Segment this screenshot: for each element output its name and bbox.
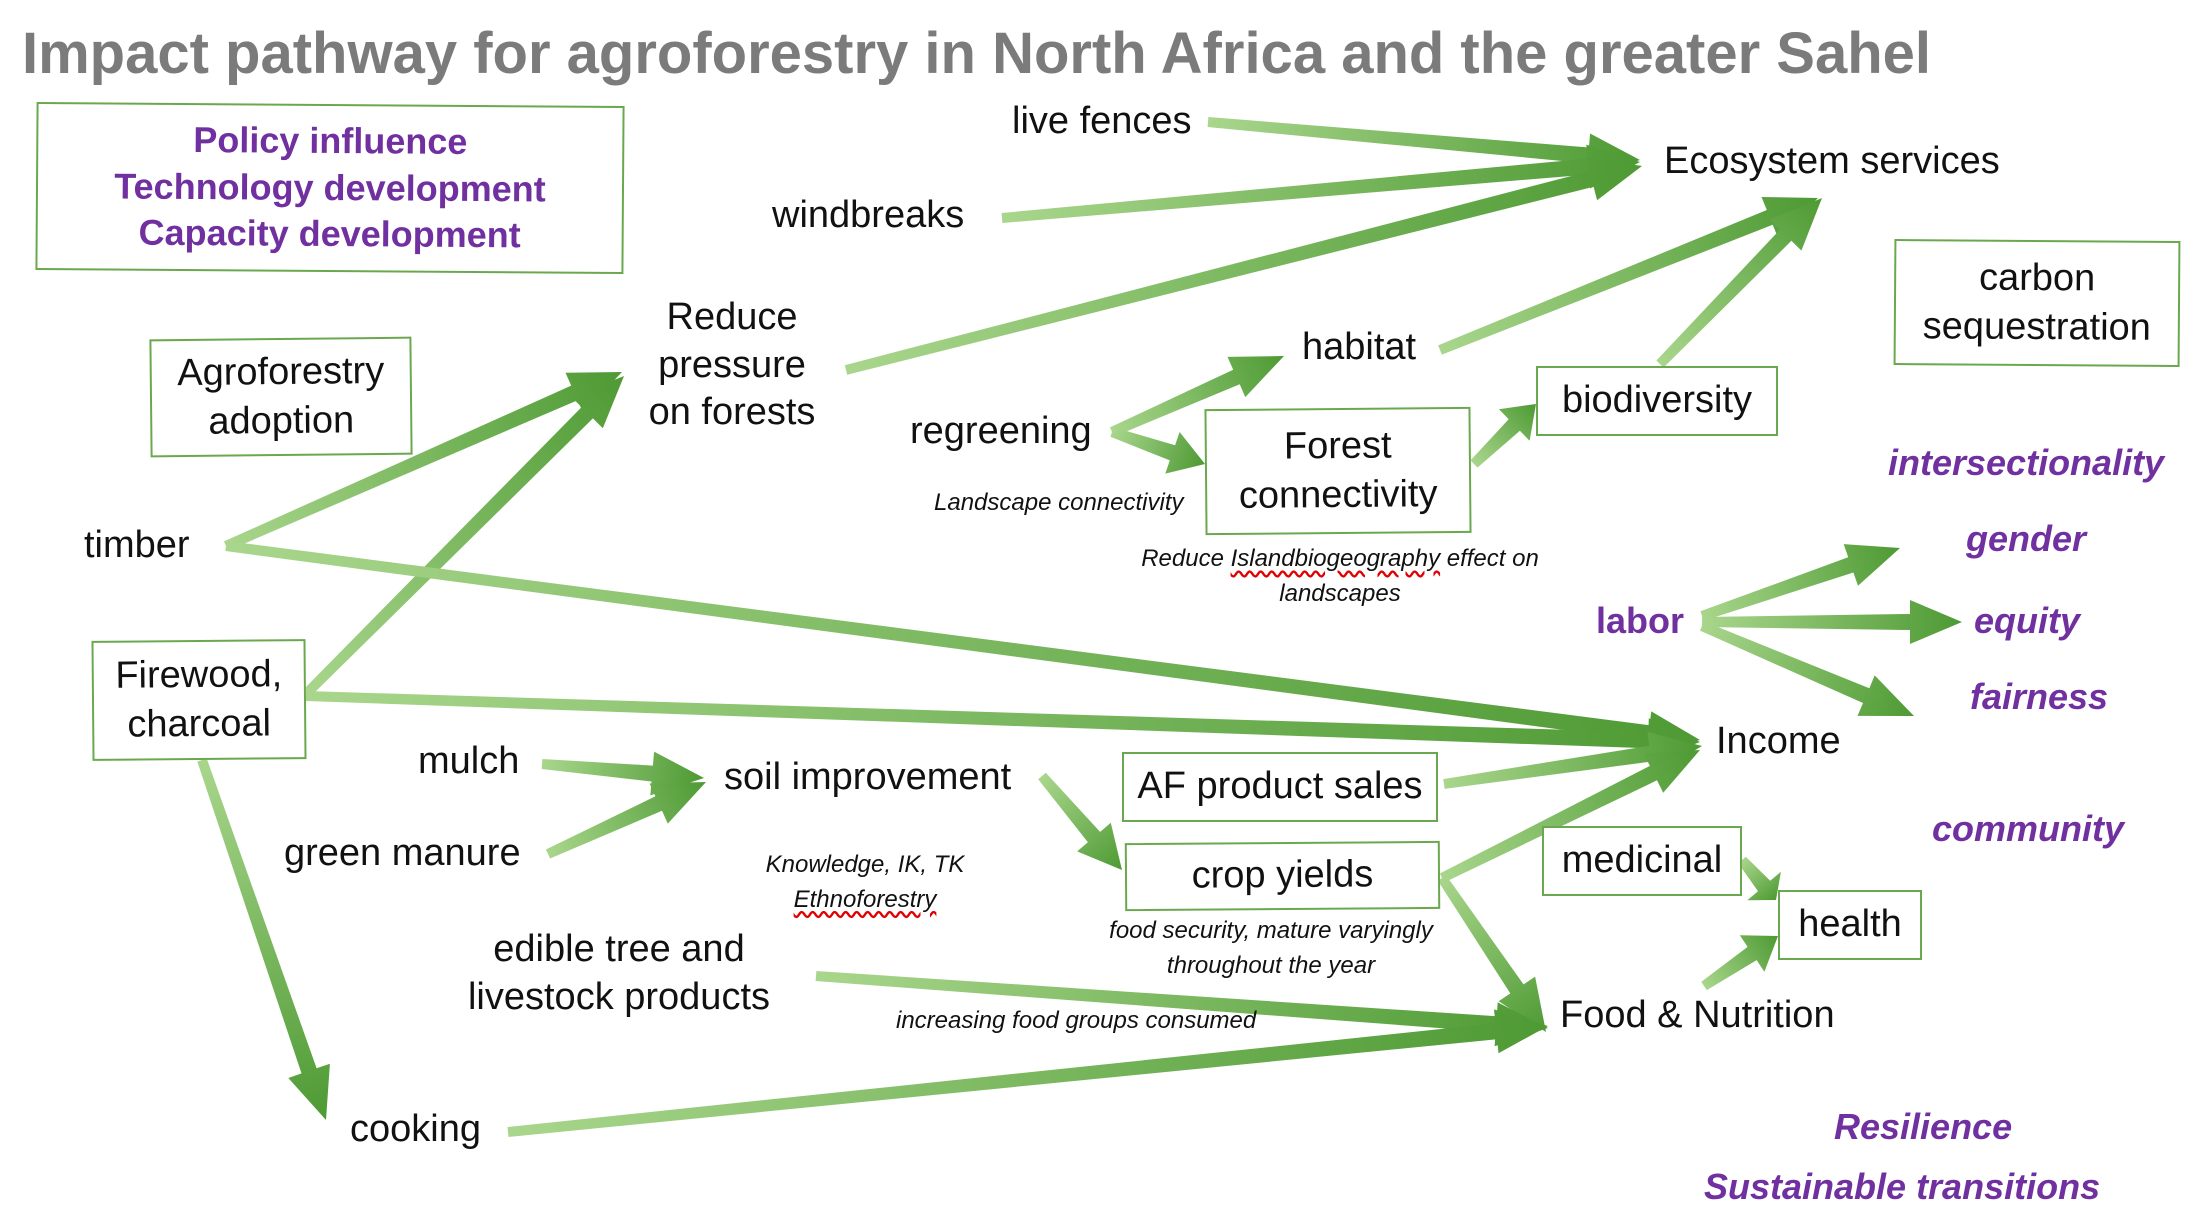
timber-label: timber xyxy=(84,524,190,566)
biodiversity-box: biodiversity xyxy=(1536,366,1778,436)
community-label: community xyxy=(1932,808,2125,849)
mulch-label: mulch xyxy=(418,740,520,782)
arrow-forest-to-biodiversity xyxy=(1470,404,1536,468)
af-product-sales-label: AF product sales xyxy=(1137,765,1423,808)
arrow-habitat-to-ecosystem xyxy=(1438,197,1818,355)
agroforestry-adoption-box: Agroforestry adoption xyxy=(149,336,413,458)
regreening-label: regreening xyxy=(910,410,1092,452)
food-security-note: food security, mature varyingly througho… xyxy=(1090,914,1452,984)
agroforestry-adoption-line1: Agroforestry xyxy=(177,349,385,394)
arrow-cooking-to-food xyxy=(507,1009,1548,1137)
landscape-connectivity-note: Landscape connectivity xyxy=(934,489,1184,516)
af-product-sales-box: AF product sales xyxy=(1122,752,1438,822)
arrow-firewood-to-income xyxy=(305,691,1700,763)
arrow-windbreaks-to-ecosystem xyxy=(1001,144,1640,223)
biodiversity-label: biodiversity xyxy=(1561,379,1753,422)
policy-influence-label: Policy influence xyxy=(193,118,468,162)
edible-line2: livestock products xyxy=(467,975,770,1018)
capacity-development-label: Capacity development xyxy=(138,212,521,256)
ecosystem-services-label: Ecosystem services xyxy=(1664,140,2000,182)
intersectionality-label: intersectionality xyxy=(1888,442,2165,483)
firewood-line2: charcoal xyxy=(127,702,272,746)
soil-improvement-label: soil improvement xyxy=(724,756,1012,798)
food-groups-note: increasing food groups consumed xyxy=(896,1007,1257,1034)
food-security-line1: food security, mature varyingly xyxy=(1109,917,1433,944)
arrow-labor-to-equity xyxy=(1702,600,1962,644)
island-note-word: Islandbiogeography xyxy=(1230,545,1441,572)
agroforestry-adoption-line2: adoption xyxy=(208,399,355,443)
arrow-crops-to-food xyxy=(1437,875,1546,1032)
forest-connectivity-line1: Forest xyxy=(1283,424,1392,468)
page-title: Impact pathway for agroforestry in North… xyxy=(22,21,1932,86)
ethnoforestry-line: Ethnoforestry xyxy=(793,885,937,913)
windbreaks-label: windbreaks xyxy=(772,194,965,236)
health-box: health xyxy=(1778,890,1922,960)
income-label: Income xyxy=(1716,720,1841,762)
habitat-label: habitat xyxy=(1302,326,1417,368)
arrow-soil-to-crops xyxy=(1038,772,1122,870)
resilience-label: Resilience xyxy=(1834,1106,2013,1147)
cooking-label: cooking xyxy=(350,1108,481,1150)
crop-yields-box: crop yields xyxy=(1124,840,1441,912)
food-nutrition-label: Food & Nutrition xyxy=(1560,994,1835,1036)
crop-yields-label: crop yields xyxy=(1191,853,1374,897)
medicinal-box: medicinal xyxy=(1542,826,1742,896)
carbon-sequestration-box: carbon sequestration xyxy=(1893,239,2181,367)
arrow-regreening-to-habitat xyxy=(1110,356,1284,437)
food-security-line2: throughout the year xyxy=(1166,951,1376,979)
island-note-post: effect on xyxy=(1440,545,1539,572)
arrow-firewood-to-pressure xyxy=(302,376,624,698)
equity-label: equity xyxy=(1974,600,2081,641)
island-note-pre: Reduce xyxy=(1141,545,1231,572)
arrow-firewood-to-cooking xyxy=(197,758,330,1120)
island-biogeography-note: Reduce Islandbiogeography effect on land… xyxy=(1130,542,1550,612)
medicinal-label: medicinal xyxy=(1561,839,1723,882)
arrow-regreening-to-forest xyxy=(1110,427,1205,474)
fairness-label: fairness xyxy=(1970,676,2109,717)
carbon-line1: carbon xyxy=(1978,256,2096,300)
firewood-charcoal-box: Firewood, charcoal xyxy=(91,639,307,761)
firewood-line1: Firewood, xyxy=(115,652,283,697)
technology-development-label: Technology development xyxy=(114,165,546,210)
arrow-food-to-health xyxy=(1701,935,1778,991)
interventions-box: Policy influence Technology development … xyxy=(35,101,625,275)
sustainable-transitions-label: Sustainable transitions xyxy=(1704,1166,2101,1207)
forest-connectivity-box: Forest connectivity xyxy=(1204,406,1472,536)
arrow-pressure-to-ecosystem xyxy=(844,157,1642,375)
reduce-pressure-line1: Reduce xyxy=(666,296,798,338)
knowledge-line1: Knowledge, IK, TK xyxy=(765,851,965,878)
forest-connectivity-line2: connectivity xyxy=(1238,473,1438,517)
arrow-labor-to-gender xyxy=(1700,544,1900,621)
arrow-sales-to-income xyxy=(1443,731,1702,789)
edible-line1: edible tree and xyxy=(493,928,745,970)
arrow-live-fences-to-ecosystem xyxy=(1207,117,1640,178)
arrow-medicinal-to-health xyxy=(1738,856,1781,901)
arrow-biodiversity-to-ecosystem xyxy=(1656,198,1822,368)
arrow-timber-to-income xyxy=(225,541,1700,755)
reduce-pressure-line2: pressure xyxy=(658,343,806,386)
gender-label: gender xyxy=(1966,518,2087,559)
island-note-line2: landscapes xyxy=(1279,579,1401,607)
edible-products-label: edible tree and livestock products xyxy=(464,926,774,1021)
green-manure-label: green manure xyxy=(284,832,521,874)
arrow-timber-to-pressure xyxy=(224,372,622,551)
arrow-labor-to-fairness xyxy=(1700,621,1914,716)
live-fences-label: live fences xyxy=(1012,100,1192,142)
carbon-line2: sequestration xyxy=(1922,305,2152,349)
arrow-green-manure-to-soil xyxy=(545,782,706,859)
health-label: health xyxy=(1798,903,1902,946)
reduce-pressure-line3: on forests xyxy=(648,391,816,433)
arrow-edible-to-food xyxy=(815,971,1548,1047)
knowledge-note: Knowledge, IK, TK Ethnoforestry xyxy=(760,848,970,918)
reduce-pressure-label: Reduce pressure on forests xyxy=(642,294,822,437)
arrow-crops-to-income xyxy=(1439,750,1700,883)
labor-label: labor xyxy=(1596,600,1685,641)
